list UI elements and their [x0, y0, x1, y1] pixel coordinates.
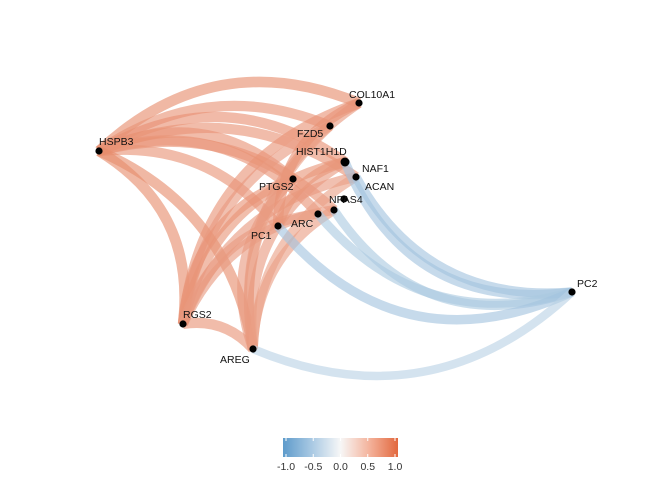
edge-pc2-naf1 [351, 174, 573, 298]
node-label-naf1: NAF1 [362, 163, 389, 175]
node-label-hist1h1d: HIST1H1D [296, 146, 347, 158]
edge-pc1-hist1h1d [273, 157, 347, 228]
edge-areg-npas4 [248, 205, 337, 350]
node-label-areg: AREG [220, 354, 250, 366]
colorbar-tick-label: 1.0 [388, 461, 403, 473]
colorbar-tick-label: -0.5 [304, 461, 322, 473]
node-label-npas4: NPAS4 [329, 194, 363, 206]
node-label-arc: ARC [291, 218, 314, 230]
edge-pc2-pc1 [274, 223, 574, 325]
node-rgs2 [179, 320, 187, 328]
node-col10a1 [355, 99, 363, 107]
node-acan [340, 195, 348, 203]
edge-hspb3-col10a1 [95, 76, 361, 155]
node-hspb3 [95, 147, 103, 155]
node-arc [314, 210, 322, 218]
node-naf1 [352, 173, 360, 181]
edge-hspb3-pc1 [98, 144, 282, 230]
node-label-ptgs2: PTGS2 [259, 181, 294, 193]
node-hist1h1d [340, 157, 350, 167]
node-ptgs2 [289, 175, 297, 183]
node-pc1 [274, 222, 282, 230]
colorbar-tick-label: -1.0 [277, 461, 295, 473]
node-npas4 [330, 206, 338, 214]
colorbar-ticks: -1.0 -0.5 0.0 0.5 1.0 [277, 438, 402, 473]
node-label-col10a1: COL10A1 [349, 89, 395, 101]
colorbar-tick-label: 0.0 [333, 461, 348, 473]
node-fzd5 [326, 122, 334, 130]
node-label-pc1: PC1 [251, 230, 272, 242]
edge-pc2-areg [251, 288, 575, 381]
node-label-acan: ACAN [365, 181, 394, 193]
nodes-layer: HSPB3 COL10A1 FZD5 HIST1H1D NAF1 PTGS2 ACANNPA… [95, 89, 598, 366]
node-label-pc2: PC2 [577, 278, 598, 290]
node-pc2 [568, 288, 576, 296]
edges-layer [95, 76, 575, 381]
edge-rgs2-ptgs2 [177, 174, 295, 325]
colorbar-tick-label: 0.5 [360, 461, 375, 473]
edge-pc1-col10a1 [272, 98, 362, 227]
node-label-rgs2: RGS2 [183, 309, 212, 321]
node-label-fzd5: FZD5 [297, 128, 323, 140]
colorbar [283, 438, 398, 457]
edge-pc2-arc [314, 211, 574, 308]
node-areg [249, 345, 257, 353]
color-legend: -1.0 -0.5 0.0 0.5 1.0 [277, 438, 402, 473]
node-label-hspb3: HSPB3 [99, 136, 134, 148]
edge-rgs2-arc [178, 209, 319, 326]
